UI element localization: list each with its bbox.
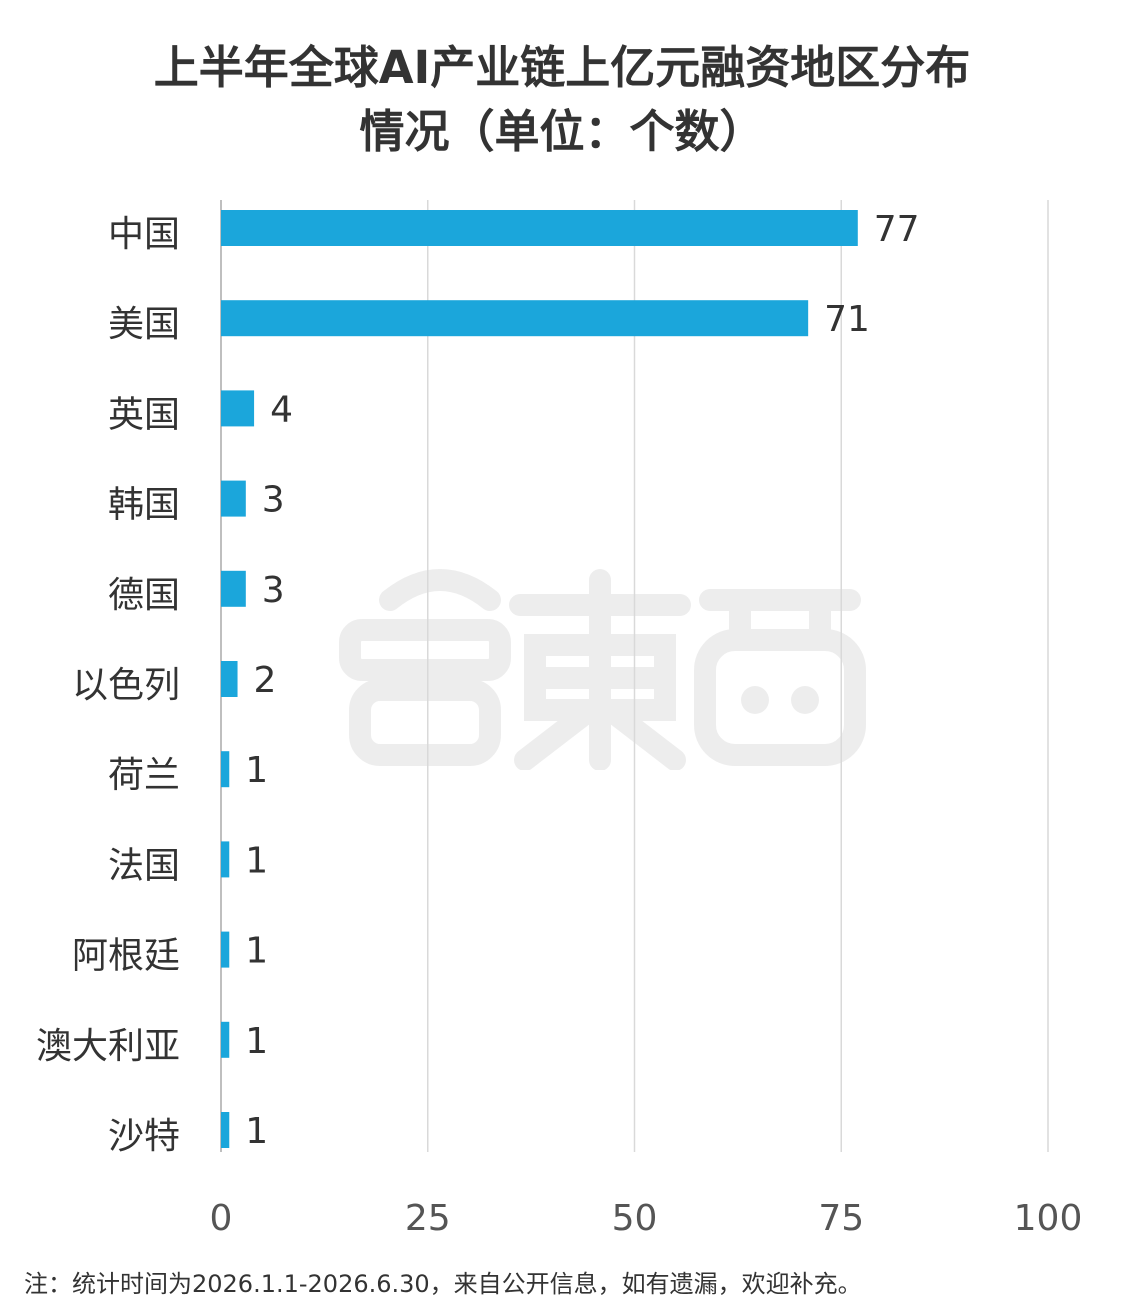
x-tick-label: 50 bbox=[612, 1198, 658, 1239]
data-label: 4 bbox=[270, 389, 293, 430]
bar bbox=[221, 841, 230, 878]
data-label: 1 bbox=[245, 1111, 268, 1152]
bar bbox=[221, 1021, 230, 1058]
watermark-logo bbox=[339, 569, 866, 770]
x-tick-label: 25 bbox=[405, 1198, 451, 1239]
data-label: 2 bbox=[254, 660, 277, 701]
bar bbox=[221, 931, 230, 968]
data-label: 71 bbox=[824, 299, 870, 340]
chart-title: 上半年全球AI产业链上亿元融资地区分布 情况（单位：个数） bbox=[0, 36, 1124, 164]
category-label: 阿根廷 bbox=[72, 936, 180, 977]
x-tick-label: 0 bbox=[210, 1198, 233, 1239]
category-label: 荷兰 bbox=[108, 755, 180, 796]
data-label: 3 bbox=[262, 480, 285, 521]
bar bbox=[221, 210, 858, 246]
chart-title-line-1: 上半年全球AI产业链上亿元融资地区分布 bbox=[153, 41, 971, 94]
category-label: 韩国 bbox=[108, 485, 180, 526]
category-label: 沙特 bbox=[108, 1116, 180, 1157]
chart-title-line-2: 情况（单位：个数） bbox=[359, 105, 765, 158]
category-label: 澳大利亚 bbox=[36, 1026, 180, 1067]
bar bbox=[221, 300, 809, 337]
category-label: 德国 bbox=[108, 575, 180, 616]
bar bbox=[221, 480, 246, 517]
x-tick-label: 75 bbox=[818, 1198, 864, 1239]
category-label: 英国 bbox=[108, 394, 180, 435]
data-label: 3 bbox=[262, 570, 285, 611]
bar-chart: 0 25 50 75 100 77 中国 71 美国 4 英国 3 韩国 3 德国 2 以色列 1 荷兰 1 法国 1 阿根… bbox=[36, 200, 1083, 1239]
data-label: 1 bbox=[245, 840, 268, 881]
bar bbox=[221, 751, 230, 788]
category-label: 美国 bbox=[108, 304, 180, 345]
data-label: 1 bbox=[245, 750, 268, 791]
category-label: 以色列 bbox=[72, 665, 180, 706]
x-tick-label: 100 bbox=[1014, 1198, 1083, 1239]
data-label: 1 bbox=[245, 1021, 268, 1062]
bar bbox=[221, 390, 255, 427]
bar bbox=[221, 661, 238, 697]
category-label: 中国 bbox=[108, 214, 180, 255]
data-label: 77 bbox=[874, 209, 920, 250]
footnote: 注：统计时间为2026.1.1-2026.6.30，来自公开信息，如有遗漏，欢迎… bbox=[24, 1270, 862, 1298]
bar bbox=[221, 1112, 230, 1148]
bar bbox=[221, 570, 246, 607]
category-label: 法国 bbox=[108, 845, 180, 886]
data-label: 1 bbox=[245, 931, 268, 972]
